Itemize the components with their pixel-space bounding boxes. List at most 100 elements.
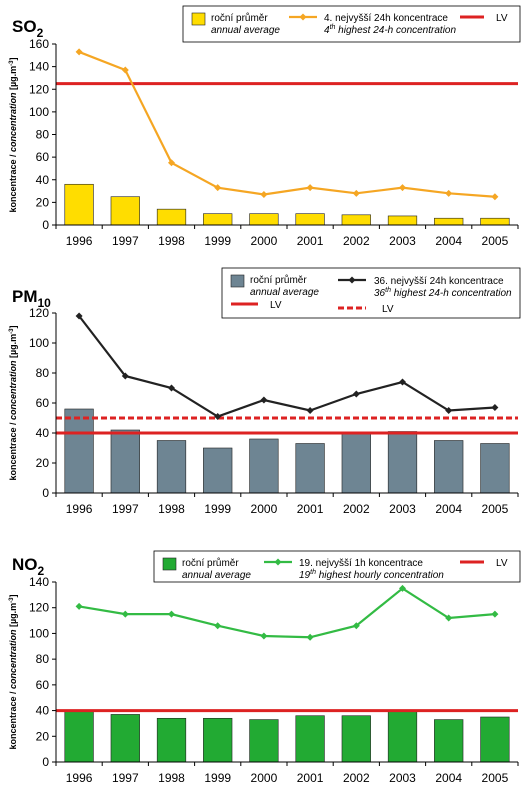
bar-2003 (387, 710, 418, 763)
bar-2004 (434, 440, 464, 494)
legend-line-label-en: 4th highest 24-h concentration (324, 24, 456, 36)
x-tick-label: 2005 (482, 234, 509, 248)
legend-bar-label-en: annual average (250, 287, 319, 298)
legend-line-label-en: 19th highest hourly concentration (299, 569, 444, 581)
bar-2001 (295, 443, 325, 494)
line-point-2005 (491, 404, 499, 411)
y-tick-label: 40 (36, 173, 50, 187)
legend-line-marker (274, 558, 282, 566)
x-tick-label: 2002 (343, 771, 370, 785)
y-axis-label-unit-sup: -3 (9, 597, 15, 603)
line-point-2001 (306, 407, 314, 414)
y-tick-label: 120 (29, 82, 49, 96)
y-tick-label: 80 (36, 128, 50, 142)
line-point-1997 (121, 610, 129, 618)
bar-2005 (480, 716, 510, 763)
y-tick-label: 20 (36, 456, 50, 470)
line-point-2001 (306, 633, 314, 641)
x-tick-label: 2001 (297, 234, 324, 248)
x-tick-label: 2005 (482, 771, 509, 785)
bar-2004 (434, 217, 464, 226)
x-tick-label: 2005 (482, 502, 509, 516)
legend-line-label-cz: 4. nejvyšší 24h koncentrace (324, 13, 448, 24)
y-axis-label-en: concentration (8, 629, 18, 689)
y-tick-label: 60 (36, 678, 50, 692)
line-point-2002 (352, 390, 360, 398)
line-point-1998 (168, 384, 175, 392)
x-tick-label: 2000 (251, 771, 278, 785)
legend-line-label-en: 36th highest 24-h concentration (374, 287, 512, 299)
line-point-2002 (352, 622, 360, 630)
bar-2004 (434, 719, 464, 763)
line-series (78, 50, 495, 198)
y-tick-label: 0 (42, 218, 49, 232)
bar-1998 (156, 717, 187, 763)
chart-title: SO2 (12, 17, 44, 40)
legend-lv2-label: LV (382, 304, 394, 315)
bar-2003 (387, 431, 418, 494)
line-point-1997 (121, 66, 129, 74)
x-tick-label: 1998 (158, 771, 185, 785)
legend-line-label-en-num: 19 (299, 570, 311, 581)
x-tick-label: 1999 (204, 502, 231, 516)
legend-bar-swatch (191, 12, 206, 26)
line-point-1996 (75, 312, 83, 320)
x-tick-label: 2002 (343, 234, 370, 248)
legend-line-label-cz: 36. nejvyšší 24h koncentrace (374, 276, 504, 287)
y-axis-label-cz: koncentrace / (8, 420, 18, 481)
y-tick-label: 100 (29, 626, 49, 640)
chart-title-main: NO (12, 555, 38, 574)
x-tick-label: 2000 (251, 502, 278, 516)
x-tick-label: 2002 (343, 502, 370, 516)
y-axis-label-end: ] (8, 325, 18, 328)
x-tick-label: 1996 (66, 234, 93, 248)
y-axis-label-unit: [µg.m (8, 66, 18, 93)
legend-line-label-en-sup: th (385, 287, 391, 294)
bar-2002 (341, 214, 371, 226)
legend-line-label-en-sup: th (330, 24, 336, 31)
bar-2005 (480, 443, 510, 494)
x-tick-label: 2003 (389, 502, 416, 516)
y-tick-label: 80 (36, 366, 50, 380)
x-tick-label: 2003 (389, 771, 416, 785)
bar-2001 (295, 715, 325, 763)
bar-1996 (64, 183, 94, 226)
chart-so2: SO2 koncentrace / concentration [µg.m-3] 0… (8, 5, 521, 248)
line-point-2005 (491, 193, 499, 201)
chart-no2: NO2 koncentrace / concentration [µg.m-3] 0… (8, 550, 521, 785)
y-axis-label: koncentrace / concentration [µg.m-3] (8, 594, 18, 749)
bar-2002 (341, 432, 371, 494)
x-tick-label: 2004 (435, 234, 462, 248)
line-point-2003 (399, 584, 406, 592)
line-point-2003 (399, 184, 406, 192)
legend-bar-swatch (162, 557, 177, 571)
bar-1997 (110, 429, 140, 494)
y-axis-label-en: concentration (8, 92, 18, 152)
y-axis-label-end: ] (8, 594, 18, 597)
y-tick-label: 100 (29, 336, 49, 350)
x-tick-label: 2003 (389, 234, 416, 248)
legend-bar-label-en: annual average (211, 25, 280, 36)
chart-title-main: PM (12, 287, 38, 306)
bar-2000 (249, 719, 279, 763)
bar-2003 (387, 215, 418, 226)
y-tick-label: 60 (36, 396, 50, 410)
y-tick-label: 160 (29, 37, 49, 51)
line-point-1997 (121, 372, 129, 380)
y-axis-label-end: ] (8, 57, 18, 60)
x-tick-label: 1997 (112, 502, 139, 516)
y-axis-label-cz: koncentrace / (8, 689, 18, 750)
bar-2001 (295, 213, 325, 226)
bar-1999 (203, 717, 233, 763)
x-tick-label: 2001 (297, 502, 324, 516)
y-tick-label: 40 (36, 704, 50, 718)
bar-1997 (110, 714, 140, 763)
bar-1996 (64, 710, 94, 763)
line-point-2004 (445, 407, 453, 414)
y-tick-label: 140 (29, 575, 49, 589)
x-tick-label: 1998 (158, 502, 185, 516)
line-point-1999 (214, 413, 222, 420)
line-point-1999 (214, 622, 222, 630)
